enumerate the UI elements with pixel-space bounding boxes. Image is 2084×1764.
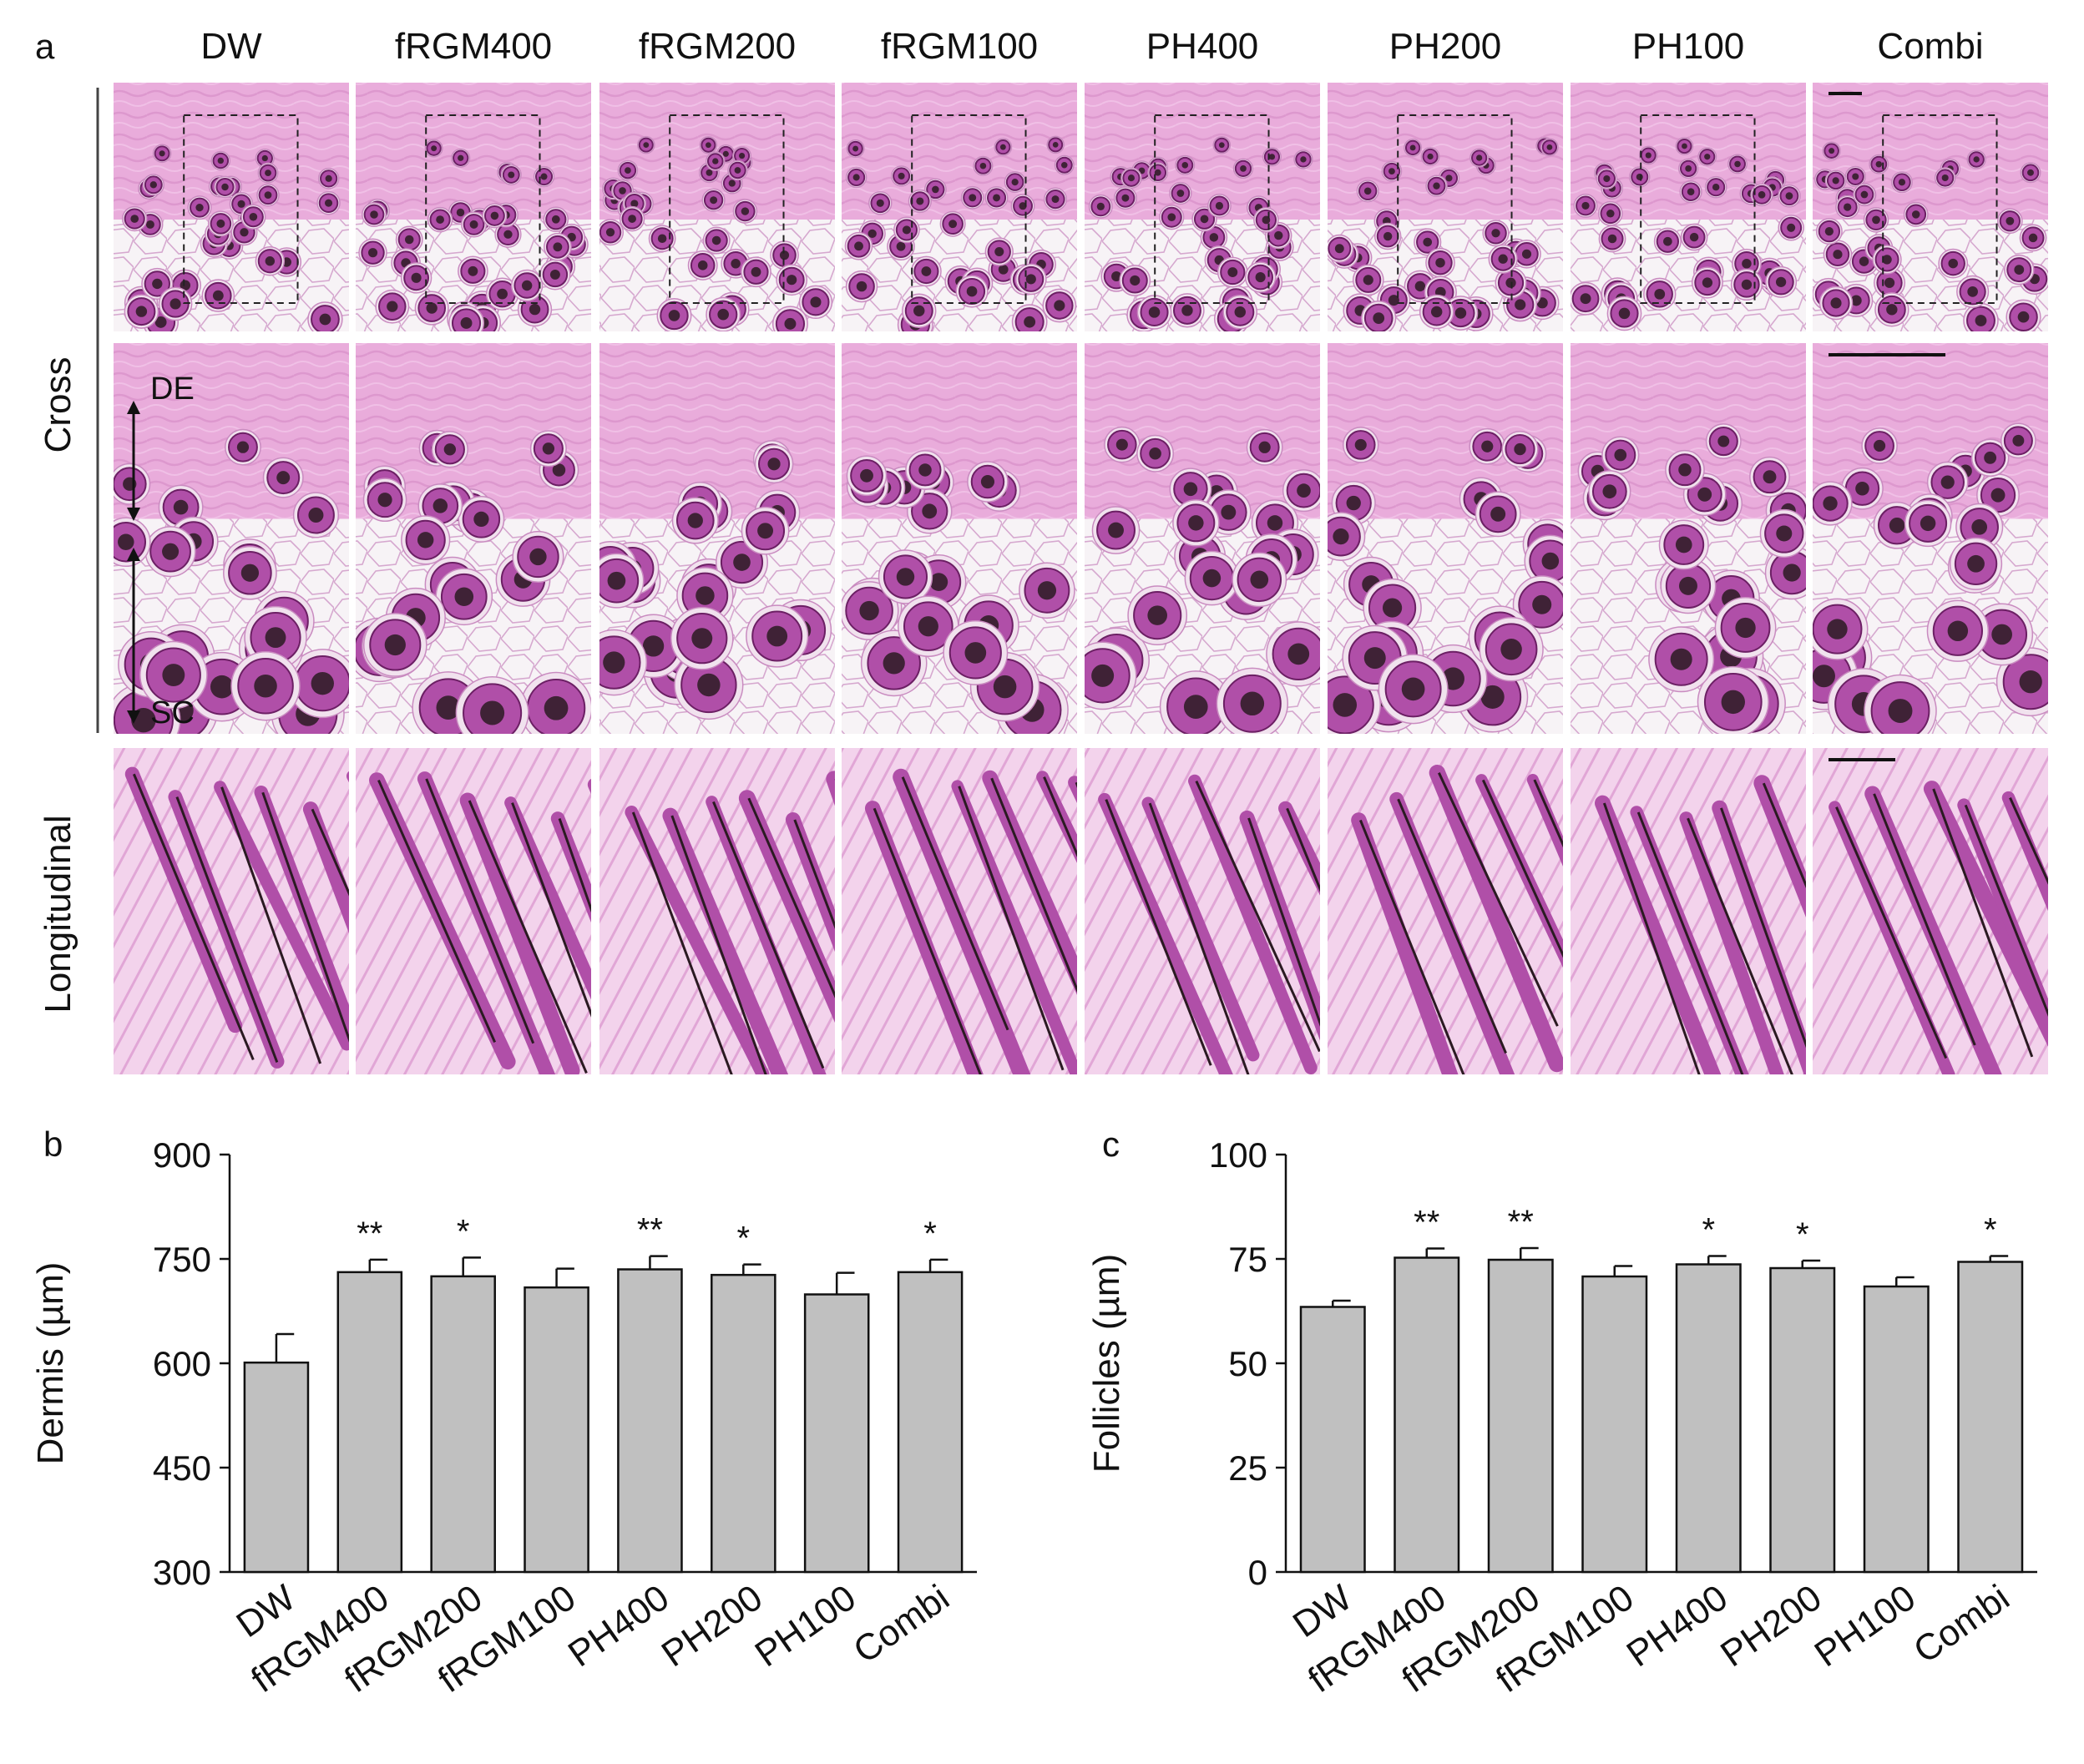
micrograph-overview — [1326, 81, 1565, 333]
micrograph-enlarged — [840, 341, 1079, 735]
group-headers: DW fRGM400 fRGM200 fRGM100 PH400 PH200 PH100 Co… — [200, 26, 1983, 67]
x-tick-label: PH400 — [1620, 1577, 1735, 1675]
y-tick-label: 75 — [1228, 1240, 1267, 1279]
micrograph-overview — [1811, 81, 2050, 333]
micrograph-long — [112, 746, 351, 1076]
x-tick-label: PH100 — [748, 1577, 863, 1675]
group-header: fRGM100 — [881, 26, 1038, 67]
significance-marker: * — [1984, 1212, 1997, 1249]
significance-marker: * — [737, 1221, 751, 1257]
y-tick-label: 0 — [1248, 1553, 1267, 1592]
y-axis-label: Follicles (µm) — [1086, 1254, 1127, 1473]
bar — [243, 1361, 310, 1574]
y-tick-label: 50 — [1228, 1344, 1267, 1383]
micrograph-long — [354, 746, 593, 1076]
group-header: fRGM200 — [639, 26, 796, 67]
group-header: fRGM400 — [395, 26, 552, 67]
x-tick-label: PH100 — [1808, 1577, 1923, 1675]
significance-marker: ** — [357, 1216, 382, 1252]
bar — [1487, 1258, 1554, 1574]
group-header: PH100 — [1632, 26, 1745, 67]
y-axis-label: Dermis (µm) — [30, 1262, 71, 1465]
micrograph-enlarged — [1326, 341, 1565, 735]
bar — [897, 1271, 964, 1574]
bar — [524, 1286, 589, 1574]
bar — [803, 1293, 870, 1574]
bar — [430, 1275, 496, 1574]
micrograph-enlarged — [112, 341, 351, 735]
x-tick-label: Combi — [847, 1577, 957, 1671]
micrograph-overview — [598, 81, 837, 333]
micrograph-overview — [1569, 81, 1808, 333]
micrograph-long — [1326, 746, 1565, 1076]
bar — [1581, 1275, 1648, 1574]
significance-marker: * — [1796, 1216, 1809, 1253]
bar — [711, 1273, 776, 1574]
bar — [617, 1268, 683, 1574]
label-subcutis: SC — [150, 695, 195, 730]
panel-label-a: a — [35, 27, 55, 66]
layer-annotation: DE SC — [127, 372, 195, 730]
micrograph-overview — [112, 81, 351, 333]
x-tick-label: Combi — [1906, 1577, 2016, 1671]
row-label-longitudinal: Longitudinal — [38, 815, 78, 1013]
group-header: PH200 — [1389, 26, 1502, 67]
row-label-cross: Cross — [38, 357, 78, 453]
bar — [1675, 1263, 1742, 1574]
micrograph-long — [1569, 746, 1808, 1076]
micrograph-enlarged — [1569, 341, 1808, 735]
histology-micrograph-grid — [112, 81, 2050, 1076]
y-tick-label: 100 — [1209, 1135, 1267, 1175]
significance-marker: ** — [1414, 1205, 1439, 1241]
micrograph-overview — [840, 81, 1079, 333]
micrograph-enlarged — [1083, 341, 1322, 735]
y-tick-label: 300 — [153, 1553, 211, 1592]
micrograph-enlarged — [1811, 341, 2050, 735]
x-tick-label: PH400 — [561, 1577, 676, 1675]
panel-label-c: c — [1102, 1125, 1120, 1164]
micrograph-long — [1083, 746, 1322, 1076]
bar — [1394, 1256, 1460, 1574]
label-dermis-end: DE — [150, 372, 195, 407]
bar — [336, 1271, 403, 1574]
group-header: PH400 — [1146, 26, 1259, 67]
micrograph-long — [598, 746, 837, 1076]
bar — [1299, 1306, 1366, 1574]
y-tick-label: 25 — [1228, 1448, 1267, 1488]
y-tick-label: 900 — [153, 1135, 211, 1175]
significance-marker: * — [923, 1216, 937, 1252]
significance-marker: * — [1702, 1212, 1715, 1249]
significance-marker: ** — [637, 1212, 663, 1249]
significance-marker: ** — [1508, 1204, 1534, 1241]
y-tick-label: 600 — [153, 1344, 211, 1383]
bar — [1957, 1261, 2024, 1574]
x-tick-label: PH200 — [655, 1577, 770, 1675]
micrograph-long — [840, 746, 1079, 1076]
micrograph-overview — [1083, 81, 1322, 333]
group-header: DW — [200, 26, 262, 67]
y-tick-label: 750 — [153, 1240, 211, 1279]
micrograph-overview — [354, 81, 593, 333]
panel-label-b: b — [43, 1125, 63, 1164]
micrograph-enlarged — [354, 341, 593, 735]
micrograph-enlarged — [598, 341, 837, 735]
x-tick-label: PH200 — [1713, 1577, 1829, 1675]
bar — [1769, 1266, 1836, 1574]
group-header: Combi — [1877, 26, 1983, 67]
bar — [1863, 1285, 1930, 1574]
y-tick-label: 450 — [153, 1448, 211, 1488]
significance-marker: * — [457, 1213, 470, 1250]
micrograph-long — [1811, 746, 2050, 1076]
